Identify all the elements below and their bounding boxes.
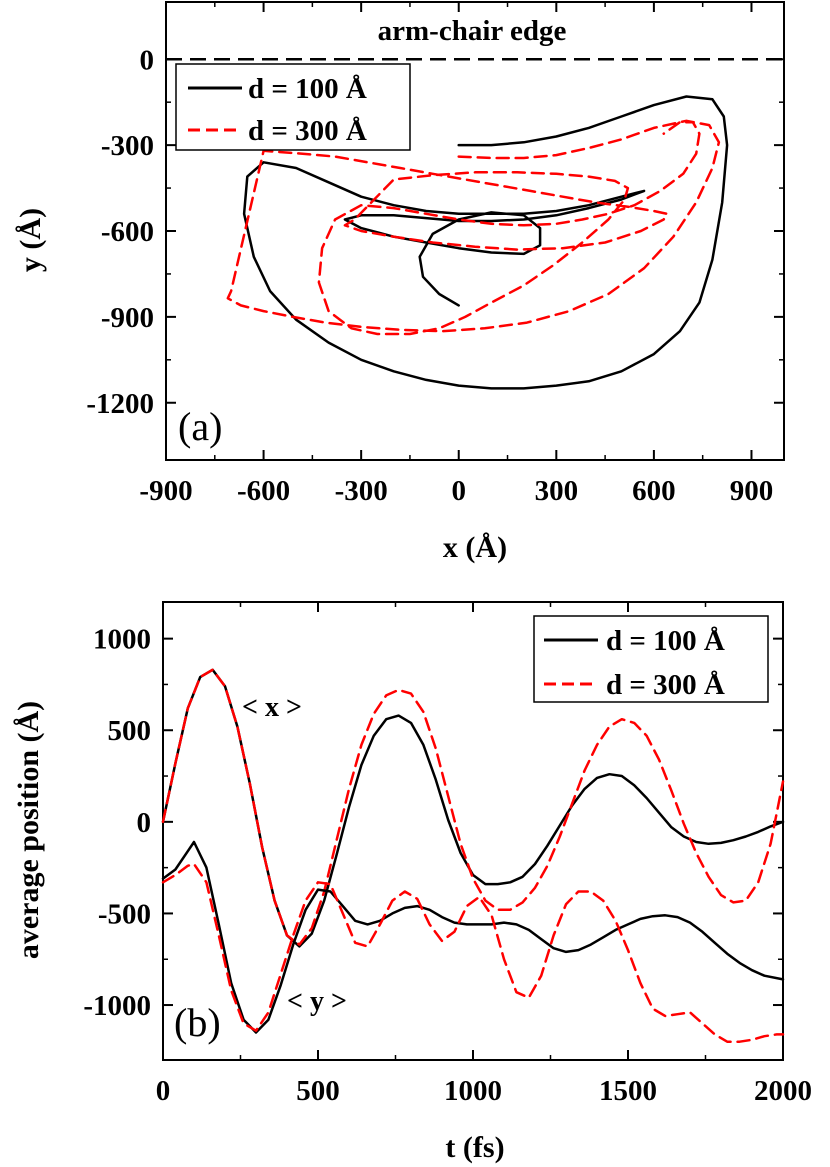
b-ytick-label: -500 bbox=[98, 898, 151, 930]
a-ytick-label: 0 bbox=[140, 44, 155, 76]
annotation-x: < x > bbox=[242, 692, 302, 723]
panel-a-tick-labels: -900 -600 -300 0 300 600 900 0 -300 -600 -900 -1200 bbox=[86, 44, 773, 507]
panel-b-ticks bbox=[162, 602, 784, 1060]
a-xtick-label: 300 bbox=[535, 475, 579, 507]
panel-a-series bbox=[226, 95, 729, 390]
a-ytick-label: -300 bbox=[101, 130, 154, 162]
b-ytick-label: 500 bbox=[108, 715, 152, 747]
a-ytick-label: -1200 bbox=[86, 388, 154, 420]
a-ytick-label: -600 bbox=[101, 216, 154, 248]
panel-a-ticks bbox=[165, 2, 784, 460]
panel-a-ylabel: y (Å) bbox=[14, 208, 47, 272]
b-ytick-label: 0 bbox=[137, 807, 152, 839]
panel-b-legend-box bbox=[533, 615, 769, 703]
annotation-y: < y > bbox=[287, 986, 347, 1017]
a-xtick-label: 600 bbox=[632, 475, 676, 507]
a-series-0 bbox=[242, 95, 729, 390]
panel-a-legend-label-0: d = 100 Å bbox=[248, 73, 367, 105]
a-xtick-label: -600 bbox=[237, 475, 290, 507]
b-series-3 bbox=[161, 862, 785, 1043]
a-xtick-label: -300 bbox=[335, 475, 388, 507]
panel-b-series bbox=[161, 668, 785, 1043]
b-xtick-label: 500 bbox=[296, 1075, 340, 1107]
b-series-2 bbox=[161, 840, 785, 1034]
b-xtick-label: 0 bbox=[156, 1075, 171, 1107]
panel-a-label: (a) bbox=[178, 404, 222, 449]
b-series-1 bbox=[161, 668, 785, 946]
b-xtick-label: 1500 bbox=[599, 1075, 657, 1107]
arm-chair-edge-label: arm-chair edge bbox=[378, 15, 567, 47]
a-xtick-label: 0 bbox=[451, 475, 466, 507]
b-ytick-label: -1000 bbox=[83, 990, 151, 1022]
panel-a: -900 -600 -300 0 300 600 900 0 -300 -600 -900 -1200… bbox=[14, 1, 785, 564]
a-xtick-label: 900 bbox=[730, 475, 774, 507]
a-ytick-label: -900 bbox=[101, 302, 154, 334]
b-xtick-label: 2000 bbox=[754, 1075, 812, 1107]
panel-b-tick-labels: 0 500 1000 1500 2000 1000 500 0 -500 -1000 bbox=[83, 624, 812, 1107]
panel-b-label: (b) bbox=[174, 1000, 221, 1045]
b-xtick-label: 1000 bbox=[444, 1075, 502, 1107]
panel-b-ylabel: average position (Å) bbox=[12, 701, 45, 959]
panel-a-legend-box bbox=[175, 63, 411, 151]
a-xtick-label: -900 bbox=[139, 475, 192, 507]
panel-b-legend-label-1: d = 300 Å bbox=[606, 669, 725, 701]
panel-b-legend-label-0: d = 100 Å bbox=[606, 625, 725, 657]
panel-b-xlabel: t (fs) bbox=[445, 1131, 504, 1164]
a-series-1 bbox=[226, 119, 721, 336]
b-ytick-label: 1000 bbox=[93, 624, 151, 656]
panel-b: 0 500 1000 1500 2000 1000 500 0 -500 -1000 d = 10… bbox=[12, 601, 812, 1164]
panel-a-xlabel: x (Å) bbox=[443, 531, 507, 564]
panel-a-legend-label-1: d = 300 Å bbox=[248, 115, 367, 147]
